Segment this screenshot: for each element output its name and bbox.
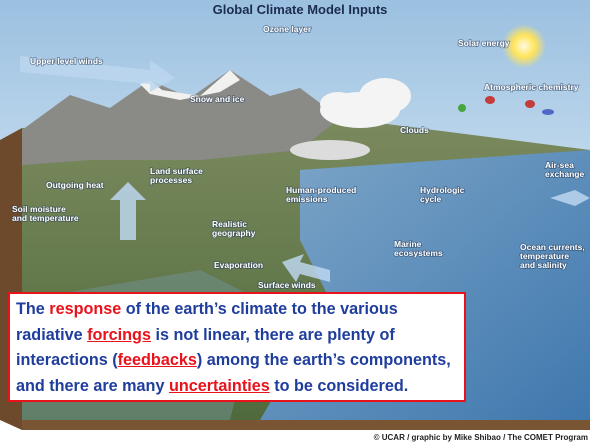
label-line: Surface winds [258,280,316,290]
label-line: Ozone layer [263,24,312,34]
diagram-label: Clouds [400,125,429,135]
diagram-label: Solar energy [458,38,510,48]
emphasis-text: forcings [87,326,151,344]
text: interactions ( [16,351,118,369]
diagram-label: Atmospheric chemistry [484,82,579,92]
text: to be considered. [270,377,409,395]
label-line: processes [150,175,192,185]
label-line: cycle [420,194,442,204]
text: and there are many [16,377,169,395]
text: is not linear, there are plenty of [151,326,395,344]
label-line: Clouds [400,125,429,135]
label-line: Evaporation [214,260,263,270]
emphasis-text: feedbacks [118,351,197,369]
label-line: Snow and ice [190,94,245,104]
label-line: emissions [286,194,328,204]
slide: Global Climate Model Inputs Ozone layer S… [0,0,590,446]
callout-line: radiative forcings is not linear, there … [16,323,464,349]
diagram-label: Snow and ice [190,94,245,104]
credit: © UCAR / graphic by Mike Shibao / The CO… [374,433,588,442]
diagram-label: Upper-level winds [30,56,103,66]
callout-line: and there are many uncertainties to be c… [16,374,464,400]
text: radiative [16,326,87,344]
label-line: Atmospheric chemistry [484,82,579,92]
figure-title: Global Climate Model Inputs [213,2,388,17]
emphasis-text: uncertainties [169,377,270,395]
label-line: Outgoing heat [46,180,104,190]
diagram-label: Surface winds [258,280,316,290]
callout-box: The response of the earth’s climate to t… [8,292,466,402]
label-line: Upper-level winds [30,56,103,66]
text: of the earth’s climate to the various [121,300,397,318]
label-line: exchange [545,169,584,179]
diagram-label: Ozone layer [263,24,312,34]
callout-line: interactions (feedbacks) among the earth… [16,348,464,374]
label-line: and temperature [12,213,79,223]
label-line: Solar energy [458,38,510,48]
label-line: ecosystems [394,248,443,258]
text: ) among the earth’s components, [197,351,451,369]
callout-line: The response of the earth’s climate to t… [16,297,464,323]
text: The [16,300,49,318]
diagram-label: Evaporation [214,260,263,270]
emphasis-text: response [49,300,121,318]
label-line: geography [212,228,256,238]
diagram-label: Outgoing heat [46,180,104,190]
label-line: and salinity [520,260,567,270]
